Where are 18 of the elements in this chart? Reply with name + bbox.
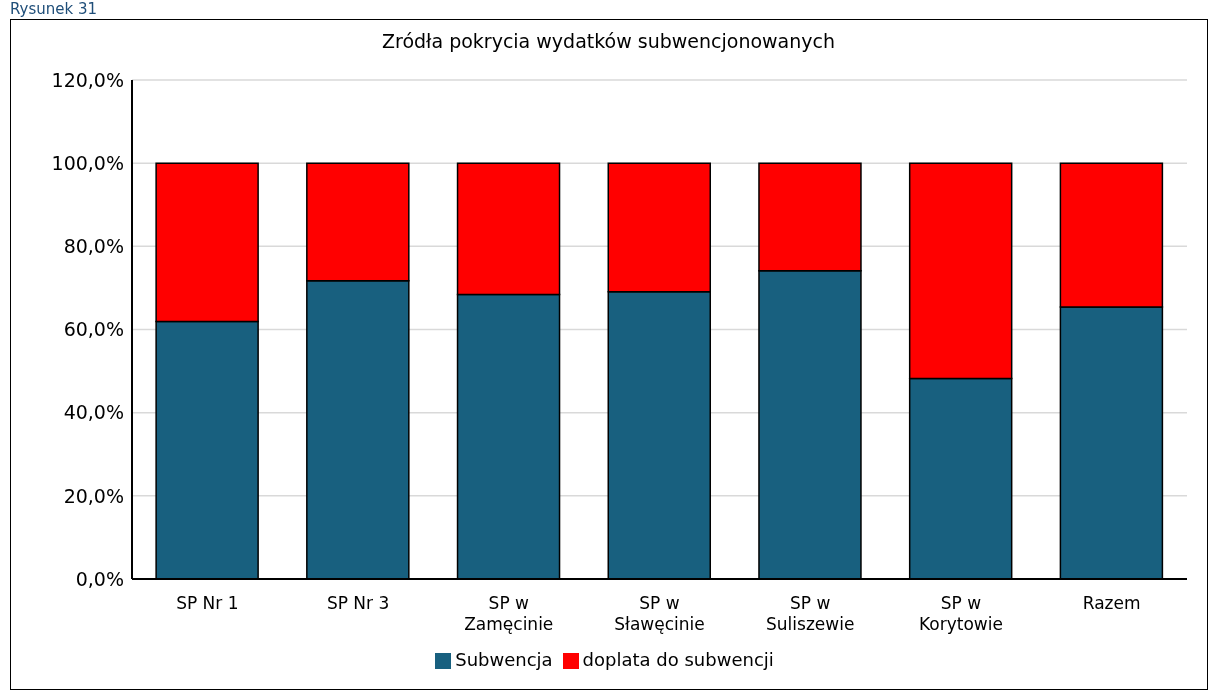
x-tick-label: SP w Suliszewie [766,593,855,634]
chart-title: Zródła pokrycia wydatków subwencjonowanych [380,30,836,52]
y-tick-label: 80,0% [63,235,124,258]
y-tick-label: 20,0% [63,484,124,507]
x-tick-label: SP w Korytowie [918,593,1003,634]
y-tick-label: 40,0% [63,401,124,424]
legend-label: doplata do subwencji [582,649,774,670]
y-tick-label: 0,0% [75,567,124,590]
x-tick-label: SP w Sławęcinie [614,593,705,634]
x-tick-label: SP w Zamęcinie [464,593,554,634]
y-tick-label: 60,0% [63,318,124,341]
legend-label: Subwencja [455,649,553,670]
x-tick-label: SP Nr 3 [326,593,390,613]
x-tick-label: SP Nr 1 [176,593,239,613]
text: Rysunek 31 [10,0,98,18]
x-tick-label: Razem [1082,593,1141,613]
y-tick-label: 100,0% [51,151,124,174]
y-tick-label: 120,0% [51,68,124,91]
